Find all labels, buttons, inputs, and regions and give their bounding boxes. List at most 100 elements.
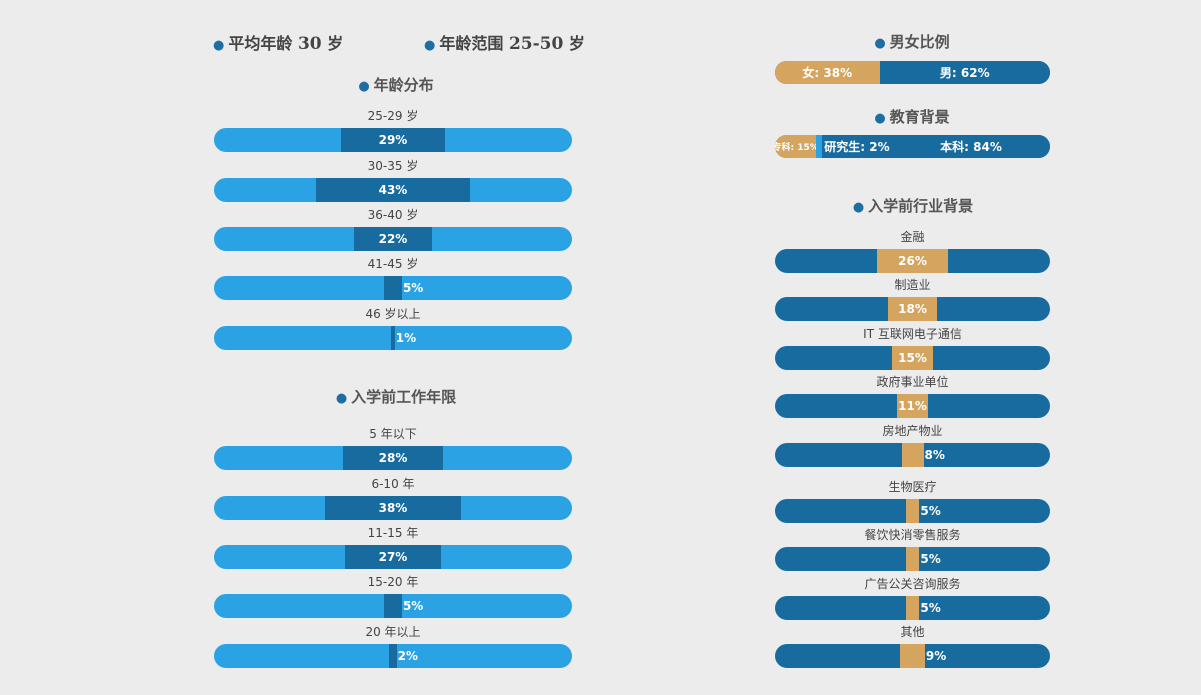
- bullet-icon: ●: [213, 38, 225, 53]
- age-range-unit: 岁: [568, 34, 585, 53]
- vocational-segment: 专科: 15%: [775, 135, 819, 158]
- bullet-icon: ●: [358, 79, 370, 94]
- bar-segment: [389, 644, 397, 668]
- data-label: 26%: [898, 254, 927, 268]
- bar-track: 22%: [214, 227, 572, 251]
- age-range-stat: ● 年龄范围 25-50 岁: [424, 30, 585, 54]
- data-label: 1%: [395, 331, 417, 345]
- bullet-icon: ●: [424, 38, 436, 53]
- bar-segment: [891, 346, 934, 370]
- category-label: 46 岁以上: [365, 307, 421, 321]
- bullet-icon: ●: [335, 391, 348, 406]
- bar-segment: [905, 596, 920, 620]
- bar-segment: [887, 297, 938, 321]
- category-label: 房地产物业: [882, 424, 943, 438]
- bar-track: 28%: [214, 446, 572, 470]
- chart-title-text: 入学前行业背景: [868, 197, 974, 215]
- data-label: 27%: [378, 550, 408, 564]
- bar-track: 26%: [775, 249, 1050, 273]
- bar-segment: [897, 394, 928, 418]
- work-years-title: ● 入学前工作年限: [336, 386, 456, 407]
- data-label: 43%: [378, 183, 408, 197]
- graduate-segment: [816, 135, 823, 158]
- category-label: 金融: [900, 230, 925, 244]
- bar-segment: [905, 499, 920, 523]
- avg-age-stat: ● 平均年龄 30 岁: [213, 30, 343, 54]
- age-range-value: 25-50: [508, 34, 564, 54]
- data-label: 18%: [898, 302, 927, 316]
- bar-track: 5%: [775, 596, 1050, 620]
- category-label: 15-20 年: [367, 575, 419, 589]
- data-label: 29%: [378, 133, 408, 147]
- bullet-icon: ●: [874, 36, 886, 51]
- chart-title-text: 年龄分布: [373, 76, 434, 94]
- category-label: 5 年以下: [369, 427, 417, 441]
- bar-segment: [316, 178, 470, 202]
- bar-segment: [391, 326, 395, 350]
- gender-bar: 女: 38% 男: 62%: [775, 61, 1050, 84]
- bar-segment: [384, 276, 402, 300]
- category-label: 41-45 岁: [367, 257, 419, 271]
- avg-age-unit: 岁: [327, 34, 344, 53]
- category-label: 政府事业单位: [876, 375, 949, 389]
- bar-track: 1%: [214, 326, 572, 350]
- avg-age-value: 30: [297, 34, 322, 54]
- bar-track: 38%: [214, 496, 572, 520]
- category-label: 20 年以上: [365, 625, 421, 639]
- data-label: 5%: [920, 552, 941, 566]
- bar-segment: [384, 594, 402, 618]
- bar-track: 5%: [214, 276, 572, 300]
- chart-title-text: 男女比例: [889, 33, 950, 51]
- bar-track: 5%: [775, 547, 1050, 571]
- bullet-icon: ●: [852, 200, 865, 215]
- graduate-label: 研究生: 2%: [824, 140, 890, 154]
- female-segment: 女: 38%: [775, 61, 880, 84]
- category-label: 11-15 年: [367, 526, 419, 540]
- chart-title-text: 教育背景: [889, 108, 950, 126]
- category-label: IT 互联网电子通信: [863, 327, 962, 341]
- data-label: 5%: [402, 599, 424, 613]
- bar-track: 2%: [214, 644, 572, 668]
- bar-segment: [901, 443, 924, 467]
- male-segment: 男: 62%: [879, 61, 1050, 84]
- bar-segment: [324, 496, 461, 520]
- gender-ratio-title: ● 男女比例: [874, 31, 949, 52]
- data-label: 22%: [378, 232, 408, 246]
- bar-segment: [342, 446, 444, 470]
- data-label: 15%: [898, 351, 927, 365]
- bar-segment: [353, 227, 433, 251]
- age-distribution-title: ● 年龄分布: [358, 74, 433, 95]
- bar-segment: [341, 128, 445, 152]
- bullet-icon: ●: [874, 111, 886, 126]
- bachelor-label: 本科: 84%: [940, 140, 1002, 154]
- category-label: 25-29 岁: [367, 109, 419, 123]
- age-range-label: 年龄范围: [439, 34, 504, 53]
- category-label: 制造业: [894, 278, 931, 292]
- bar-track: 15%: [775, 346, 1050, 370]
- bar-segment: [900, 644, 925, 668]
- data-label: 38%: [378, 501, 408, 515]
- category-label: 餐饮快消零售服务: [864, 528, 961, 542]
- industry-title: ● 入学前行业背景: [853, 195, 973, 216]
- bar-segment: [344, 545, 442, 569]
- data-label: 5%: [920, 601, 941, 615]
- category-label: 6-10 年: [371, 477, 415, 491]
- data-label: 11%: [898, 399, 927, 413]
- data-label: 5%: [920, 504, 941, 518]
- category-label: 其他: [900, 625, 925, 639]
- category-label: 36-40 岁: [367, 208, 419, 222]
- data-label: 8%: [924, 448, 945, 462]
- bar-track: 11%: [775, 394, 1050, 418]
- bar-track: 18%: [775, 297, 1050, 321]
- category-label: 广告公关咨询服务: [864, 577, 961, 591]
- avg-age-label: 平均年龄: [228, 34, 293, 53]
- bar-track: 43%: [214, 178, 572, 202]
- chart-title-text: 入学前工作年限: [351, 388, 457, 406]
- education-bar: 专科: 15% 研究生: 2% 本科: 84%: [775, 135, 1050, 158]
- bar-track: 9%: [775, 644, 1050, 668]
- bachelor-segment: [822, 135, 1050, 158]
- data-label: 28%: [378, 451, 408, 465]
- bar-track: 29%: [214, 128, 572, 152]
- category-label: 30-35 岁: [367, 159, 419, 173]
- bar-segment: [905, 547, 920, 571]
